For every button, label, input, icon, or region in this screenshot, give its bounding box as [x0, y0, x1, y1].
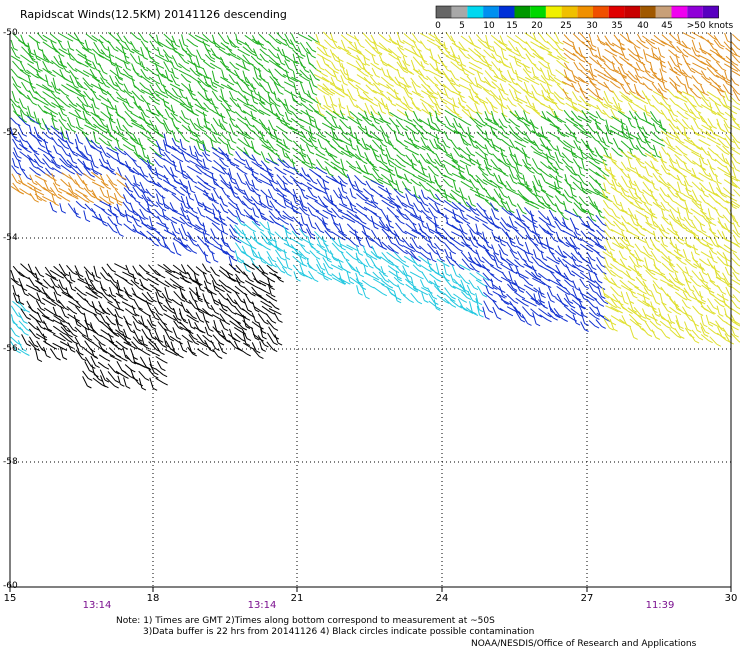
map-title: Rapidscat Winds(12.5KM) 20141126 descend… — [20, 8, 287, 21]
lat-label: -54 — [3, 233, 18, 243]
legend-label: 45 — [661, 21, 673, 31]
legend-swatch — [514, 6, 531, 18]
legend-swatch — [593, 6, 609, 18]
time-label: 13:14 — [82, 600, 112, 611]
legend-swatch — [655, 6, 672, 18]
legend-swatch — [671, 6, 688, 18]
legend-swatch — [561, 6, 578, 18]
lon-label: 24 — [435, 593, 449, 604]
legend-swatch — [624, 6, 641, 18]
lat-label: -52 — [3, 128, 18, 138]
legend-swatch — [530, 6, 546, 18]
legend-label: 35 — [611, 21, 623, 31]
legend-label: 40 — [637, 21, 649, 31]
footer-note-2: 3)Data buffer is 22 hrs from 20141126 4)… — [143, 627, 535, 637]
legend-swatch — [483, 6, 499, 18]
lon-label: 18 — [146, 593, 160, 604]
lat-label: -60 — [3, 581, 18, 591]
legend-swatch — [498, 6, 515, 18]
footer-source: NOAA/NESDIS/Office of Research and Appli… — [471, 639, 697, 649]
lat-label: -58 — [3, 457, 18, 467]
legend-swatch — [436, 6, 452, 18]
legend-swatch — [608, 6, 625, 18]
legend-label: 10 — [483, 21, 495, 31]
wind-barbs — [10, 31, 740, 391]
legend-swatch — [545, 6, 562, 18]
legend-swatch — [451, 6, 468, 18]
legend-swatch — [467, 6, 484, 18]
lon-label: 30 — [724, 593, 738, 604]
legend-label: 30 — [586, 21, 598, 31]
legend-label: 20 — [531, 21, 543, 31]
legend-label: 25 — [560, 21, 572, 31]
legend-swatch — [640, 6, 656, 18]
legend-swatch — [687, 6, 703, 18]
legend-label: 0 — [435, 21, 441, 31]
lon-label: 15 — [3, 593, 17, 604]
lat-label: -50 — [3, 28, 18, 38]
lon-label: 21 — [290, 593, 304, 604]
legend-label: 5 — [459, 21, 465, 31]
time-label: 13:14 — [247, 600, 277, 611]
legend-label: 15 — [506, 21, 518, 31]
footer-note-1: Note: 1) Times are GMT 2)Times along bot… — [116, 616, 495, 626]
legend-swatch — [702, 6, 719, 18]
lon-label: 27 — [580, 593, 594, 604]
legend-frame — [435, 5, 719, 19]
time-label: 11:39 — [645, 600, 675, 611]
legend-label: >50 knots — [686, 21, 734, 31]
lat-label: -56 — [3, 344, 18, 354]
legend-swatch — [577, 6, 593, 18]
